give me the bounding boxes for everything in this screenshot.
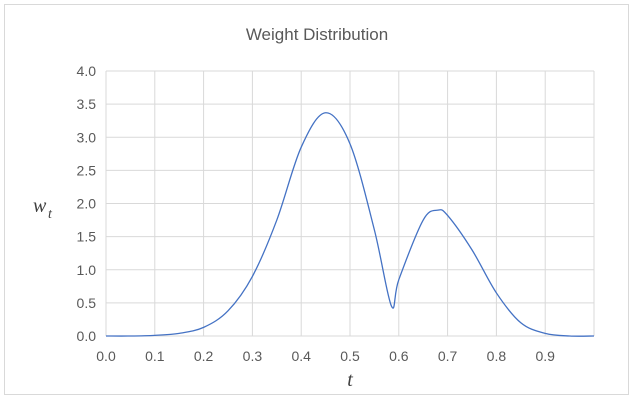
- series-group: [105, 112, 595, 337]
- y-tick-label: 0.0: [77, 328, 97, 344]
- y-axis-label: w t: [33, 195, 53, 222]
- y-tick-labels: 0.0 0.5 1.0 1.5 2.0 2.5 3.0 3.5 4.0: [77, 63, 97, 344]
- x-axis-label: t: [347, 369, 353, 391]
- gridlines: [105, 70, 595, 337]
- series-line: [105, 112, 595, 337]
- y-tick-label: 4.0: [77, 63, 97, 79]
- x-tick-labels: 0.0 0.1 0.2 0.3 0.4 0.5 0.6 0.7 0.8 0.9: [96, 348, 555, 364]
- x-tick-label: 0.8: [487, 348, 507, 364]
- x-tick-label: 0.9: [535, 348, 555, 364]
- y-tick-label: 0.5: [77, 295, 97, 311]
- y-tick-label: 2.0: [77, 196, 97, 212]
- chart-frame: [4, 4, 629, 395]
- chart-title: Weight Distribution: [246, 25, 388, 44]
- x-tick-label: 0.4: [291, 348, 311, 364]
- x-tick-label: 0.2: [194, 348, 214, 364]
- x-tick-label: 0.6: [389, 348, 409, 364]
- y-axis-label-main: w: [33, 195, 47, 217]
- y-tick-label: 1.5: [77, 229, 97, 245]
- y-axis-label-subscript: t: [48, 207, 53, 222]
- x-tick-label: 0.5: [340, 348, 360, 364]
- x-tick-label: 0.3: [243, 348, 263, 364]
- x-tick-label: 0.0: [96, 348, 116, 364]
- x-tick-label: 0.1: [145, 348, 165, 364]
- y-tick-label: 3.0: [77, 129, 97, 145]
- y-tick-label: 3.5: [77, 96, 97, 112]
- y-tick-label: 2.5: [77, 162, 97, 178]
- y-tick-label: 1.0: [77, 262, 97, 278]
- x-tick-label: 0.7: [438, 348, 458, 364]
